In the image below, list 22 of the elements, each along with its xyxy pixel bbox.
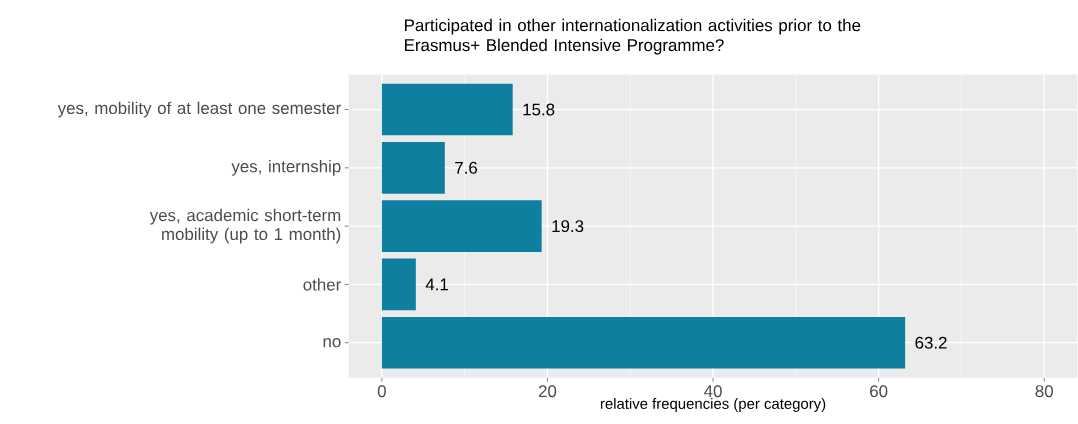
x-tick-label: 20 — [538, 384, 557, 397]
x-tick-label: 40 — [704, 384, 722, 397]
bar — [381, 83, 513, 136]
bar — [381, 200, 542, 252]
y-tick-label: yes, mobility of at least one semester — [57, 101, 341, 118]
data-label: 15.8 — [523, 103, 555, 116]
x-tick-label: 0 — [377, 384, 386, 397]
chart-title: Participated in other internationalization activities prior to the Erasmus+ Blended Intensive Programme? — [405, 18, 861, 55]
bar — [381, 316, 906, 369]
y-tick-label: other — [303, 278, 341, 291]
data-label: 19.3 — [552, 219, 584, 232]
data-label: 4.1 — [425, 278, 448, 291]
data-label: 63.2 — [915, 336, 947, 349]
x-axis-title: relative frequencies (per category) — [600, 397, 826, 412]
x-tick-label: 60 — [870, 384, 888, 397]
bar — [381, 258, 416, 311]
y-tick-label: no — [323, 337, 341, 348]
data-label: 7.6 — [455, 161, 478, 174]
bar — [381, 141, 445, 194]
y-tick-label: yes, academic short-term mobility (up to 1 month) — [149, 208, 341, 244]
y-tick-label: yes, internship — [231, 159, 341, 176]
x-tick-label: 80 — [1035, 384, 1053, 397]
